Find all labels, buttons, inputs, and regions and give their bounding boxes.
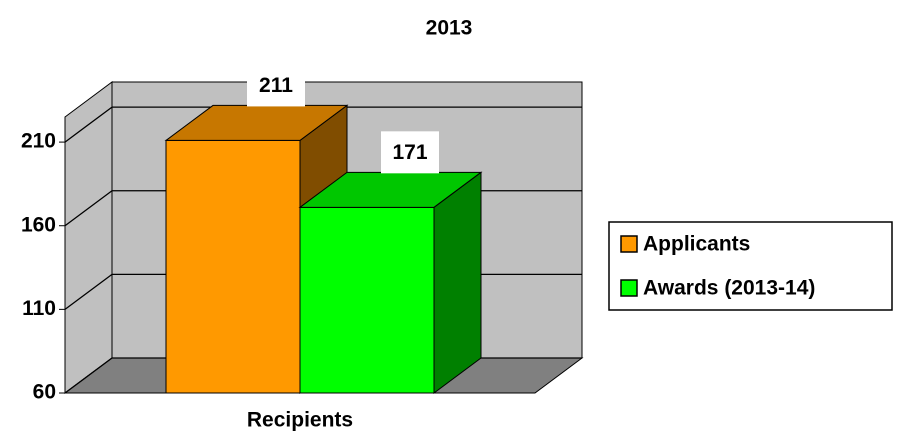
data-label: 211	[259, 74, 293, 97]
y-tick-label: 60	[33, 381, 56, 404]
y-tick-label: 110	[22, 297, 56, 320]
legend-box	[608, 221, 893, 311]
bar-top	[164, 104, 349, 141]
legend-label: Applicants	[643, 233, 750, 256]
grid-line	[64, 106, 582, 143]
data-label: 171	[392, 141, 427, 164]
data-label-box	[247, 64, 305, 107]
side-wall	[64, 81, 113, 394]
data-label-box	[381, 131, 439, 174]
legend-swatch	[620, 235, 638, 253]
bar-side	[433, 171, 482, 394]
bar	[298, 171, 483, 394]
legend-swatch	[620, 279, 638, 297]
bar-front	[299, 206, 435, 394]
x-axis-label: Recipients	[247, 409, 353, 432]
chart-title: 2013	[426, 17, 473, 40]
bar-front	[165, 139, 301, 394]
y-tick-label: 210	[21, 130, 56, 153]
bar-top	[298, 171, 483, 208]
y-tick-label: 160	[21, 213, 56, 236]
legend-label: Awards (2013-14)	[643, 277, 815, 300]
